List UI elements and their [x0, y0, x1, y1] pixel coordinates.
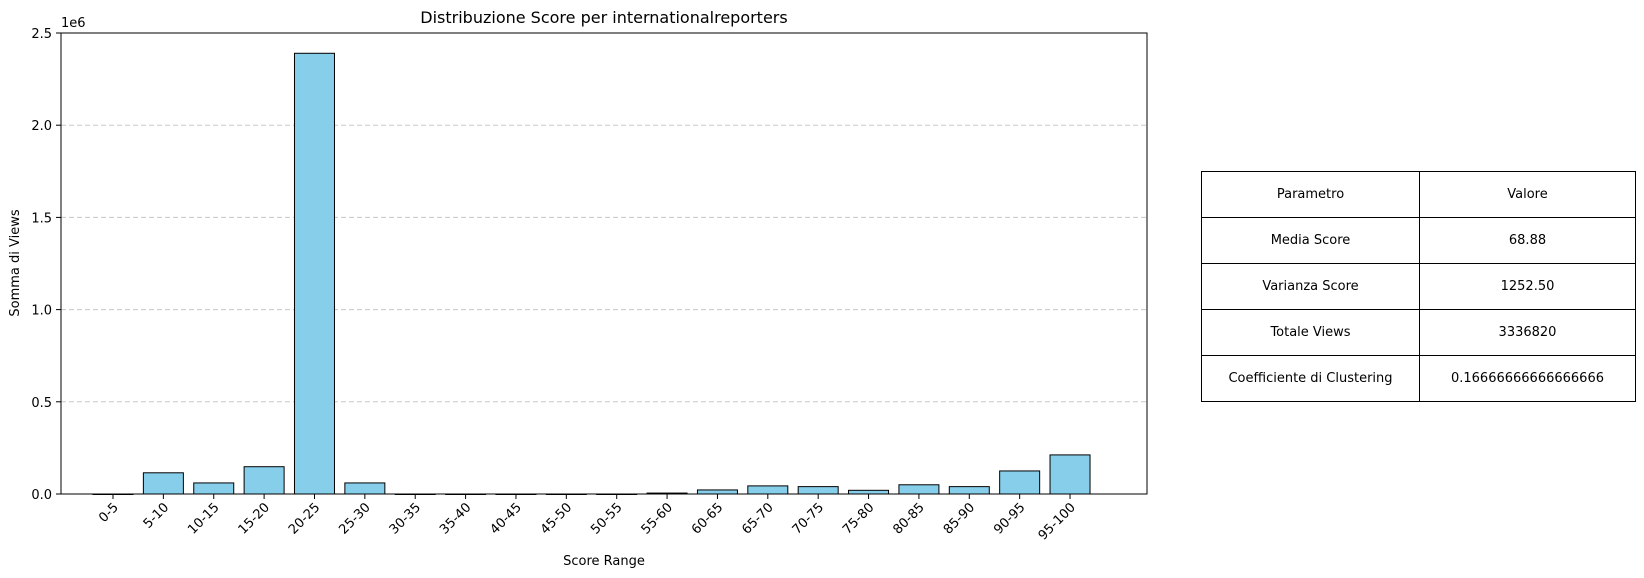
table-row: Varianza Score 1252.50	[1201, 263, 1636, 310]
bar-60-65	[696, 489, 738, 495]
x-tick-label: 50-55	[588, 500, 625, 537]
bar-85-90	[948, 486, 990, 495]
x-tick-label: 60-65	[689, 500, 726, 537]
x-tick-label: 85-90	[941, 500, 978, 537]
bars	[92, 52, 1091, 495]
row-value: 3336820	[1419, 309, 1636, 356]
y-tick-label: 1.5	[31, 211, 52, 226]
table-row: Media Score 68.88	[1201, 217, 1636, 264]
x-axis-ticks: 0-5 5-10 10-15 15-20 20-25 25-30 30-35 35-40 40-…	[96, 494, 1079, 543]
y-axis-ticks: 0.0 0.5 1.0 1.5 2.0 2.5	[31, 27, 61, 503]
x-tick-label: 20-25	[286, 500, 323, 537]
y-tick-label: 0.0	[31, 488, 52, 503]
x-tick-label: 75-80	[840, 500, 877, 537]
x-tick-label: 0-5	[96, 500, 122, 526]
x-tick-label: 80-85	[890, 500, 927, 537]
bar-80-85	[898, 484, 940, 495]
y-tick-label: 1.0	[31, 304, 52, 319]
bar-90-95	[999, 470, 1041, 495]
bar-65-70	[747, 485, 789, 495]
x-tick-label: 70-75	[790, 500, 827, 537]
header-parametro: Parametro	[1201, 171, 1420, 218]
x-tick-label: 65-70	[739, 500, 776, 537]
row-value: 1252.50	[1419, 263, 1636, 310]
x-tick-label: 15-20	[236, 500, 273, 537]
bar-25-30	[344, 482, 386, 495]
row-value: 68.88	[1419, 217, 1636, 264]
y-tick-label: 2.5	[31, 27, 52, 42]
row-label: Media Score	[1201, 217, 1420, 264]
header-valore: Valore	[1419, 171, 1636, 218]
y-axis-label: Somma di Views	[8, 209, 23, 316]
x-axis-label: Score Range	[563, 554, 645, 569]
x-tick-label: 30-35	[387, 500, 424, 537]
x-tick-label: 90-95	[991, 500, 1028, 537]
bar-5-10	[142, 472, 184, 495]
row-label: Totale Views	[1201, 309, 1420, 356]
table-row: Coefficiente di Clustering 0.16666666666…	[1201, 355, 1636, 402]
x-tick-label: 95-100	[1036, 500, 1079, 543]
table-header-row: Parametro Valore	[1201, 171, 1636, 218]
row-label: Varianza Score	[1201, 263, 1420, 310]
bar-20-25	[293, 52, 335, 495]
x-tick-label: 10-15	[185, 500, 222, 537]
x-tick-label: 35-40	[437, 500, 474, 537]
bar-10-15	[193, 482, 235, 495]
stats-table: Parametro Valore Media Score 68.88 Varia…	[1201, 171, 1636, 402]
x-tick-label: 45-50	[538, 500, 575, 537]
y-offset-label: 1e6	[61, 16, 86, 31]
y-tick-label: 2.0	[31, 119, 52, 134]
x-tick-label: 55-60	[639, 500, 676, 537]
bar-15-20	[243, 466, 285, 495]
row-value: 0.16666666666666666	[1419, 355, 1636, 402]
x-tick-label: 25-30	[336, 500, 373, 537]
x-tick-label: 5-10	[141, 500, 172, 531]
chart-title: Distribuzione Score per internationalrep…	[420, 8, 787, 27]
y-tick-label: 0.5	[31, 396, 52, 411]
plot-frame	[60, 32, 1148, 495]
row-label: Coefficiente di Clustering	[1201, 355, 1420, 402]
bar-70-75	[797, 486, 839, 495]
x-tick-label: 40-45	[487, 500, 524, 537]
bar-95-100	[1049, 454, 1091, 495]
table-row: Totale Views 3336820	[1201, 309, 1636, 356]
grid-lines	[61, 32, 1147, 495]
bar-chart: Distribuzione Score per internationalrep…	[8, 8, 1148, 569]
bar-75-80	[848, 489, 890, 495]
